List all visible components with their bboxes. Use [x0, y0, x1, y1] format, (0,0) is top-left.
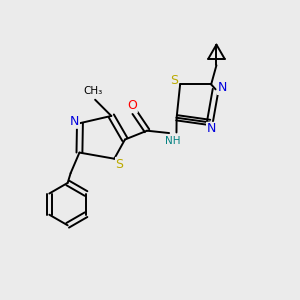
Text: O: O: [128, 100, 137, 112]
Text: NH: NH: [165, 136, 180, 146]
Text: N: N: [70, 115, 79, 128]
Text: CH₃: CH₃: [83, 86, 102, 97]
Text: S: S: [169, 74, 178, 87]
Text: N: N: [218, 81, 227, 94]
Text: S: S: [116, 158, 124, 170]
Text: N: N: [207, 122, 216, 135]
